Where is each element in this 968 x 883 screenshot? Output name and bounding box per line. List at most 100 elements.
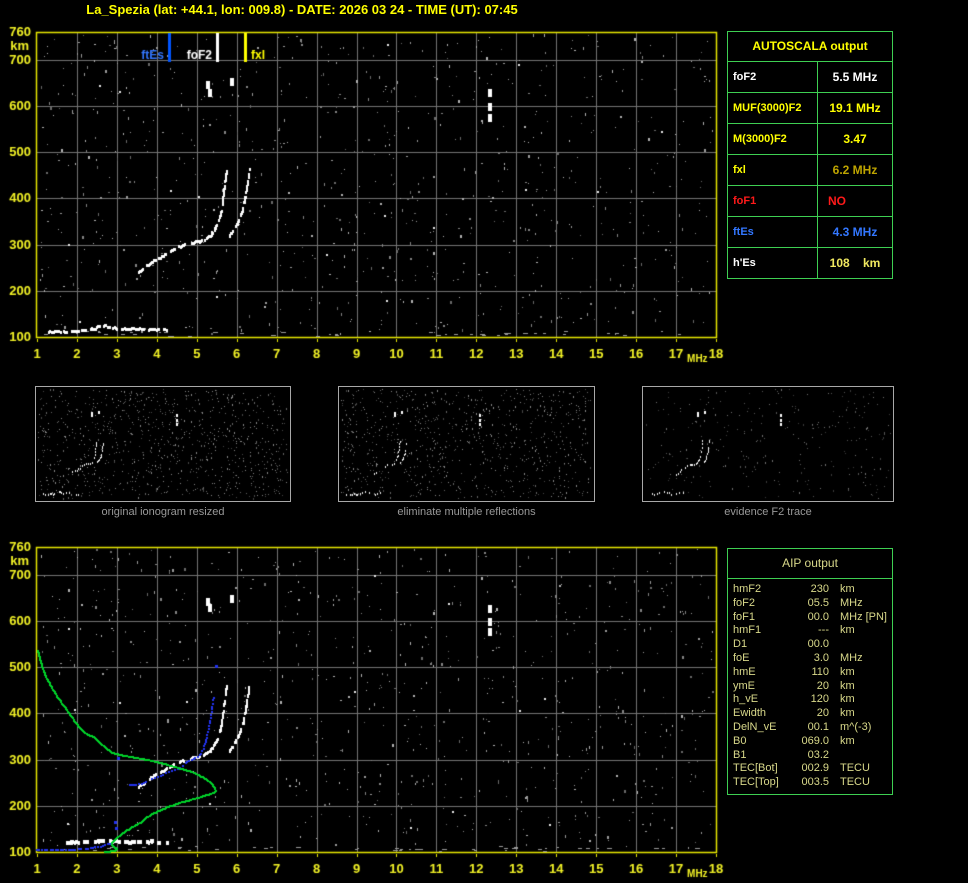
autoscala-row-value: 5.5 MHz [832,70,878,84]
autoscala-row: M(3000)F2 3.47 [728,124,892,155]
aip-row-label: B0 [733,734,747,747]
aip-row: TEC[Top] 003.5 TECU [728,776,892,790]
aip-row-extra: [PN] [865,610,887,623]
aip-row-unit: km [840,734,855,747]
aip-row-extra [887,666,892,680]
aip-row-value: 003.5 [801,776,829,789]
aip-table: AIP output hmF2 230 km foF2 05.5 MHz foF1 00.0 M… [727,548,893,795]
aip-row-label: ymE [733,679,755,692]
autoscala-row: fxl 6.2 MHz [728,155,892,186]
aip-row: ymE 20 km [728,680,892,694]
autoscala-table-body: foF2 5.5 MHz MUF(3000)F2 19.1 MHz M(3000)F2 3… [728,62,892,278]
autoscala-table: AUTOSCALA output foF2 5.5 MHz MUF(3000)F2 1… [727,31,893,279]
aip-row: D1 00.0 [728,638,892,652]
aip-row-extra [887,776,892,790]
aip-row-label: hmF2 [733,583,762,595]
autoscala-row-value: 108 km [829,256,881,270]
aip-row-value: 230 [810,583,829,595]
autoscala-row-label: foF1 [728,186,818,216]
aip-row-value: 069.0 [801,734,829,747]
aip-row-extra [887,693,892,707]
aip-row: Ewidth 20 km [728,707,892,721]
thumbnail-caption-eliminate: eliminate multiple reflections [397,506,536,518]
aip-row: hmF2 230 km [728,583,892,597]
aip-row-label: B1 [733,748,747,761]
autoscala-row: MUF(3000)F2 19.1 MHz [728,93,892,124]
aip-row: TEC[Bot] 002.9 TECU [728,762,892,776]
autoscala-row-label: MUF(3000)F2 [728,93,818,123]
aip-row-unit: TECU [840,762,870,775]
aip-row-unit: km [840,624,855,637]
aip-row-value: 00.0 [807,610,829,623]
aip-row: hmF1 --- km [728,624,892,638]
aip-row-value: 3.0 [813,651,829,664]
autoscala-row-value: 3.47 [843,132,867,146]
aip-row: B0 069.0 km [728,735,892,749]
aip-row-value: 05.5 [807,596,829,609]
aip-row: B1 03.2 [728,749,892,763]
aip-row-unit: km [840,707,855,720]
aip-row: foF1 00.0 MHz [PN] [728,611,892,625]
thumbnail-caption-evidence: evidence F2 trace [724,506,812,518]
autoscala-row-value: 6.2 MHz [832,163,878,177]
aip-row-unit: MHz [840,651,863,664]
autoscala-row: ftEs 4.3 MHz [728,217,892,248]
thumbnail-eliminate-reflections [338,386,595,502]
aip-row-unit: m^(-3) [840,720,872,733]
aip-row-label: D1 [733,638,748,651]
aip-row-unit [829,638,840,652]
aip-table-body: hmF2 230 km foF2 05.5 MHz foF1 00.0 MHz [PN] hmF1-… [728,579,892,790]
aip-row-value: 03.2 [807,748,829,761]
aip-row-extra [887,749,892,763]
aip-row-unit: TECU [840,776,870,789]
aip-row-label: Ewidth [733,707,767,720]
aip-row-extra [887,735,892,749]
aip-row-extra [887,680,892,694]
aip-row-extra [887,583,892,597]
autoscala-row: h'Es 108 km [728,248,892,278]
aip-row-value: 20 [816,679,829,692]
autoscala-row: foF2 5.5 MHz [728,62,892,93]
aip-row-extra [887,707,892,721]
thumbnail-caption-original: original ionogram resized [101,506,225,518]
autoscala-row-label: fxl [728,155,818,185]
aip-row-extra [887,624,892,638]
page-title: La_Spezia (lat: +44.1, lon: 009.8) - DAT… [86,2,518,17]
aip-row-extra [887,721,892,735]
aip-row-value: 120 [810,693,829,706]
thumbnail-original-ionogram [35,386,291,502]
aip-row-value: 110 [811,665,829,678]
aip-row-value: --- [818,624,829,637]
aip-row-extra [887,597,892,611]
aip-row: hmE 110 km [728,666,892,680]
aip-row-label: TEC[Bot] [733,762,778,775]
autoscala-row-label: foF2 [728,62,818,92]
aip-table-header: AIP output [728,549,892,579]
aip-row-unit: MHz [840,596,863,609]
aip-row: foF2 05.5 MHz [728,597,892,611]
aip-row-unit: MHz [840,610,863,623]
aip-row-label: foF2 [733,596,756,609]
aip-row-extra [887,638,892,652]
autoscala-table-header: AUTOSCALA output [728,32,892,62]
autoscala-row-label: M(3000)F2 [728,124,818,154]
autoscala-row-label: h'Es [728,248,818,278]
aip-row: DelN_vE 00.1 m^(-3) [728,721,892,735]
aip-row-extra [887,762,892,776]
aip-row-unit: km [840,679,855,692]
autoscala-row-value: 19.1 MHz [829,101,881,115]
aip-row-label: hmE [733,665,756,678]
aip-row-label: TEC[Top] [733,776,779,789]
aip-row-unit: km [840,583,855,595]
ionogram-top-canvas [0,25,730,375]
autoscala-row-label: ftEs [728,217,818,247]
aip-row-label: DelN_vE [733,720,777,733]
aip-row: h_vE 120 km [728,693,892,707]
aip-row-value: 20 [816,707,829,720]
aip-row-value: 00.1 [807,720,829,733]
aip-row-unit [829,749,840,763]
autoscala-row: foF1 NO [728,186,892,217]
autoscala-row-value: 4.3 MHz [832,225,878,239]
aip-row-unit: km [840,665,855,678]
